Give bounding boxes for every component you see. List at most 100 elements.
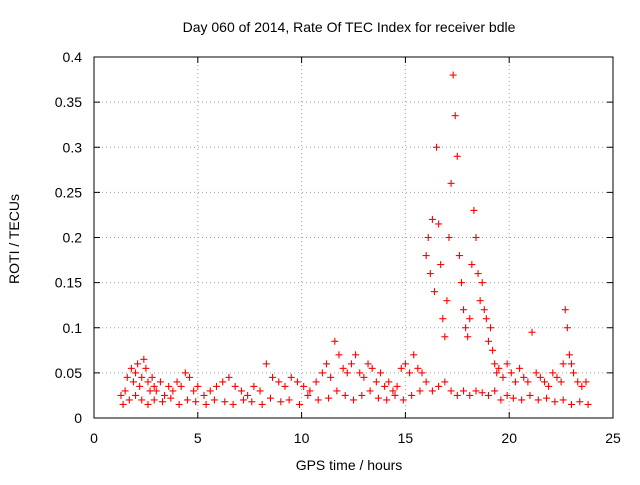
plot-frame [93,56,614,419]
y-tick-label: 0 [74,410,82,426]
data-point [422,378,430,386]
data-point [181,369,189,377]
data-point [472,387,480,395]
data-point [474,270,482,278]
data-point [445,234,453,241]
data-point [190,387,198,395]
data-point [484,391,492,399]
data-point [183,396,191,404]
data-point [489,346,497,354]
data-point [545,382,553,390]
data-point [129,378,137,386]
data-point [451,112,459,120]
data-point [476,297,484,305]
data-point [165,382,173,390]
data-point [534,396,542,404]
data-point [304,391,312,399]
data-point [570,369,578,377]
data-point [532,369,540,377]
data-point [447,179,455,187]
data-point [335,351,343,359]
data-point [167,394,175,402]
data-point [408,391,416,399]
data-point [258,400,266,408]
data-point [509,394,517,402]
data-point [318,369,326,377]
data-point [397,364,405,372]
data-point [466,391,474,399]
data-point [449,71,457,79]
data-point [134,360,142,368]
data-point [212,382,220,390]
x-tick-label: 0 [90,430,98,446]
data-point [169,387,177,395]
data-point [300,382,308,390]
y-tick-label: 0.3 [63,139,83,155]
data-point [576,398,584,406]
data-point [561,306,569,314]
data-point [582,378,590,386]
data-point [138,396,146,404]
data-point [366,387,374,395]
data-point [202,400,210,408]
data-point [553,373,561,381]
data-point [372,378,380,386]
data-point [285,396,293,404]
data-point [132,391,140,399]
data-point [194,382,202,390]
chart-title: Day 060 of 2014, Rate Of TEC Index for r… [183,19,516,35]
data-point [356,369,364,377]
data-point [269,373,277,381]
grid-lines [94,57,613,418]
y-tick-label: 0.1 [63,320,83,336]
data-point [192,398,200,406]
data-point [511,378,519,386]
data-point [567,360,575,368]
data-point [159,398,167,406]
data-point [516,364,524,372]
data-point [389,387,397,395]
data-point [443,297,451,305]
data-point [138,373,146,381]
data-point [493,369,501,377]
data-point [256,387,264,395]
x-tick-label: 15 [398,430,414,446]
y-tick-label: 0.05 [55,365,82,381]
axes [93,56,614,419]
data-point [478,279,486,287]
data-point [331,337,339,345]
x-tick-label: 5 [194,430,202,446]
data-point [383,396,391,404]
data-point [491,360,499,368]
data-point [497,396,505,404]
data-point [433,143,441,151]
data-point [428,215,436,223]
data-point [559,396,567,404]
data-point [441,378,449,386]
data-point [376,369,384,377]
data-point [528,328,536,336]
data-point [401,360,409,368]
data-point [117,391,125,399]
data-point [144,378,152,386]
data-point [460,306,468,314]
data-point [374,394,382,402]
data-point [293,378,301,386]
data-point [219,378,227,386]
data-point [262,360,270,368]
data-point [248,398,256,406]
data-point [277,398,285,406]
y-tick-label: 0.15 [55,275,82,291]
data-point [281,382,289,390]
data-point [430,288,438,296]
data-point [148,373,156,381]
data-point [312,378,320,386]
data-point [244,391,252,399]
data-point [584,400,592,408]
data-point [275,378,283,386]
data-point [480,306,488,314]
data-point [472,234,480,241]
data-points [117,71,592,408]
data-point [350,396,357,404]
